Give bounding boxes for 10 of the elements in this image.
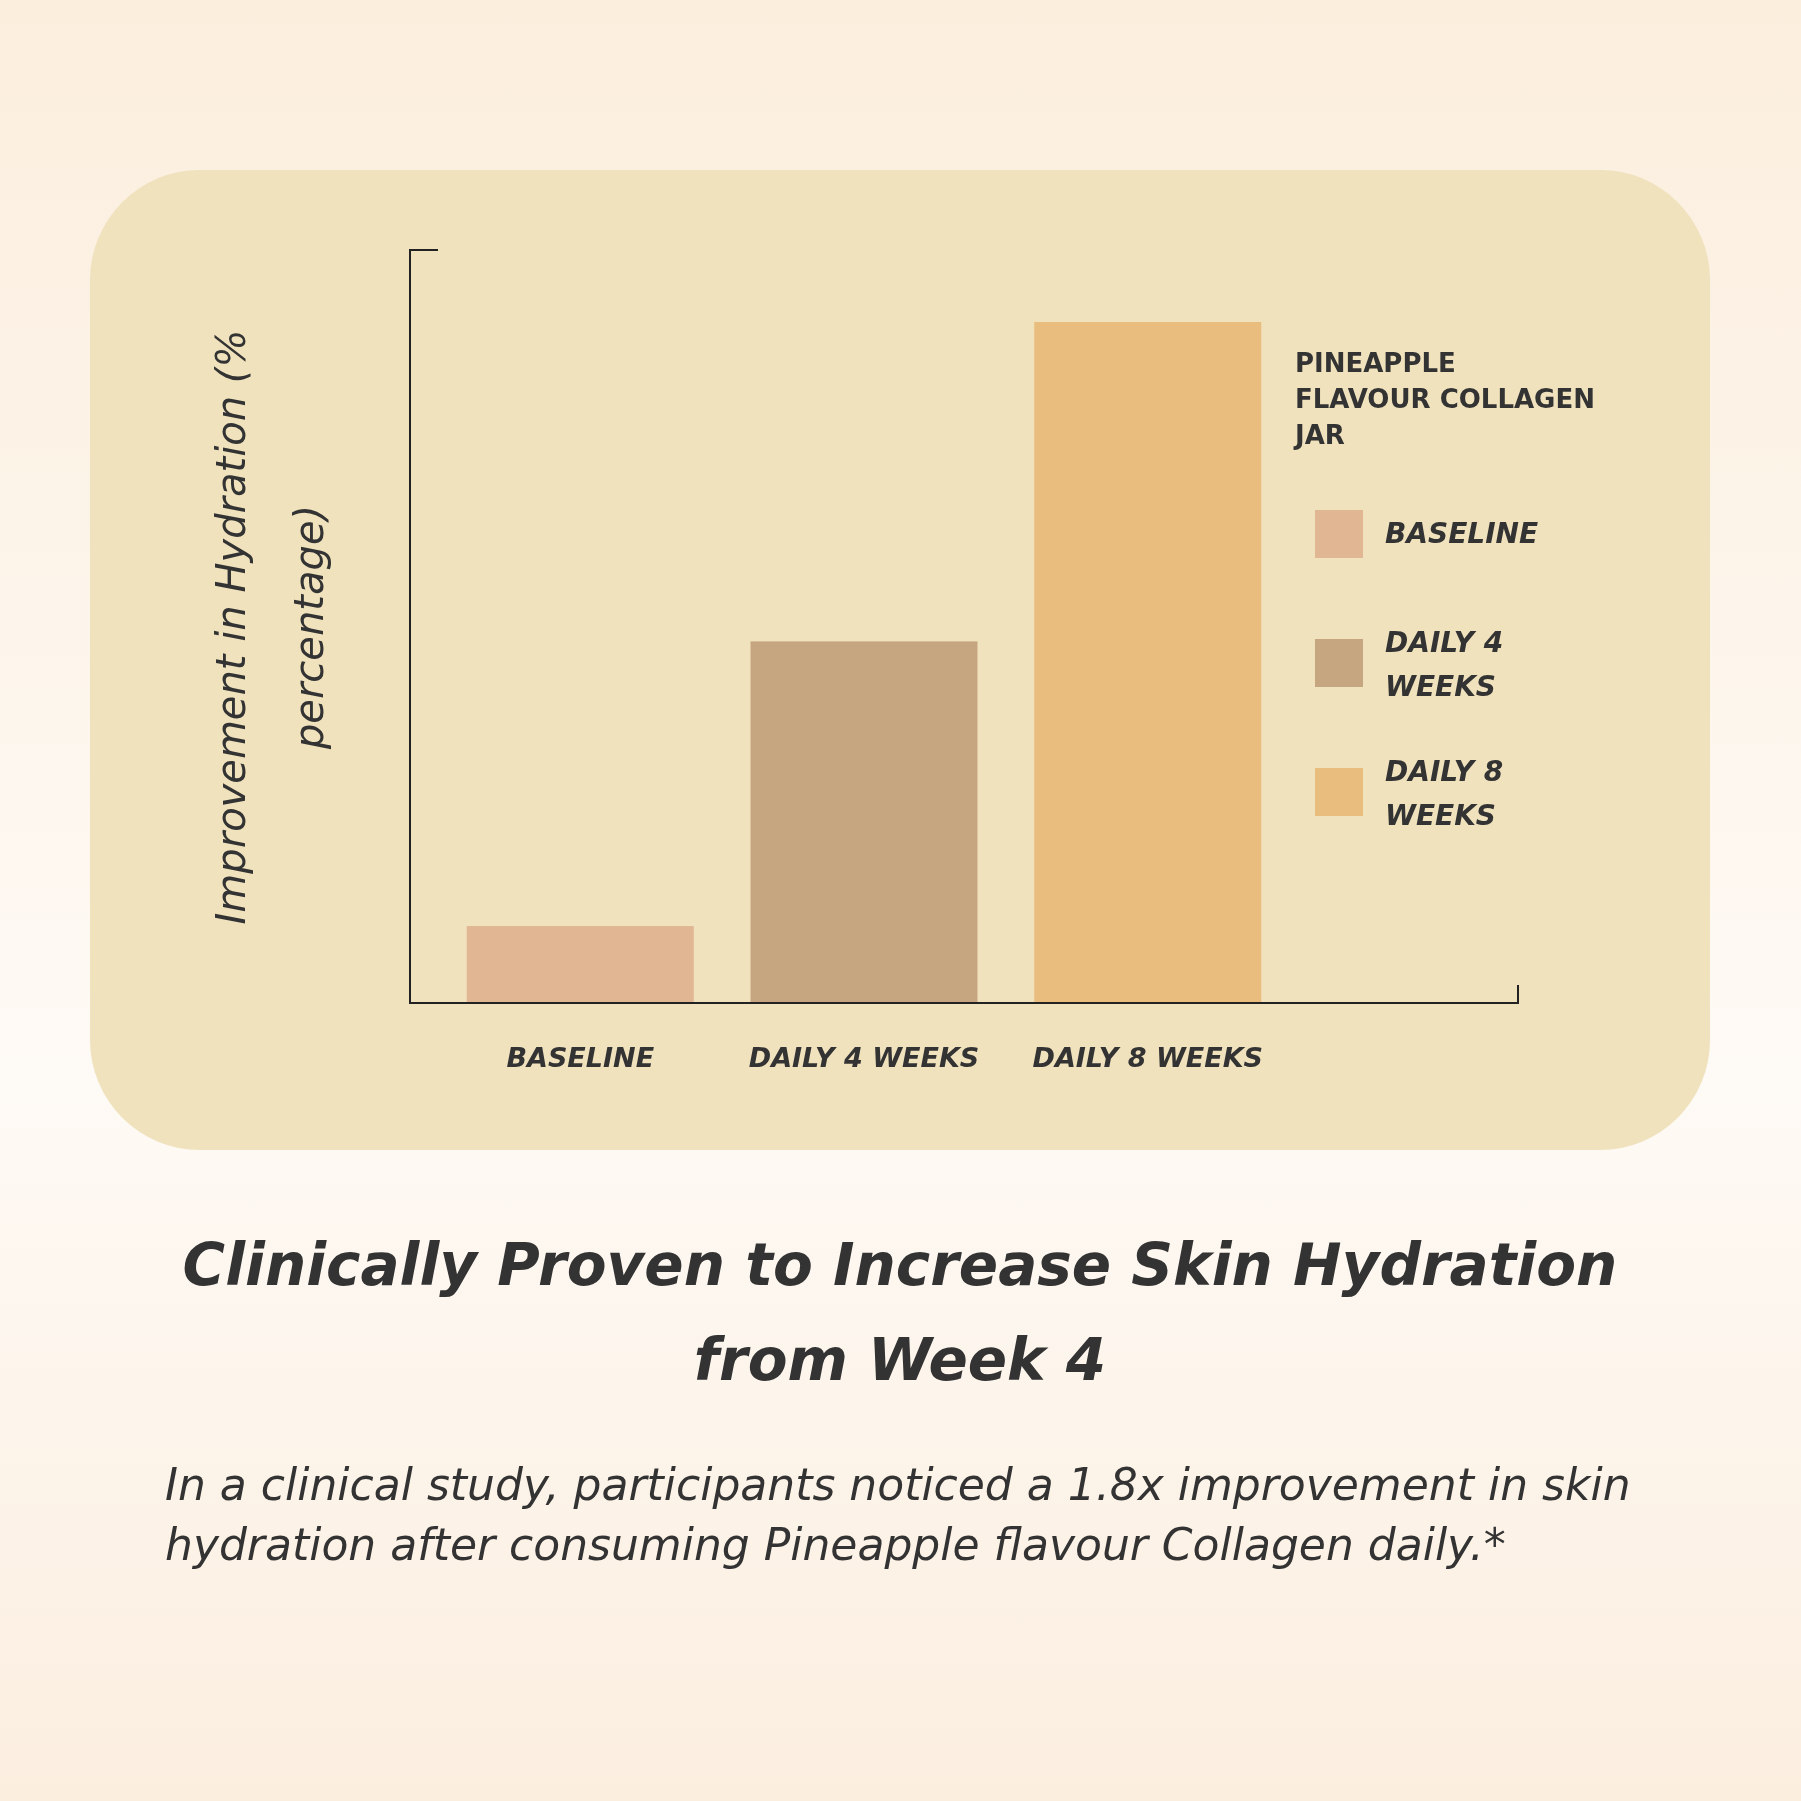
text: In a clinical study, participants noticed a 1.8x improvement in skin hydration after consuming Pineapple flavour Collagen daily.* [165, 1459, 1631, 1570]
x-tick-label: DAILY 8 WEEKS [1032, 1042, 1264, 1074]
x-tick-label: BASELINE [506, 1042, 655, 1074]
x-tick-label: DAILY 4 WEEKS [748, 1042, 980, 1074]
legend-label: BASELINE [1385, 517, 1539, 550]
legend-label: DAILY 8 WEEKS [1385, 755, 1504, 832]
legend-label: DAILY 4 WEEKS [1385, 626, 1504, 703]
legend-title: PINEAPPLE FLAVOUR COLLAGEN JAR [1293, 348, 1595, 450]
text: Clinically Proven to Increase Skin Hydration from Week 4 [182, 1231, 1618, 1394]
y-axis-title: Improvement in Hydration (% percentage) [208, 329, 332, 925]
